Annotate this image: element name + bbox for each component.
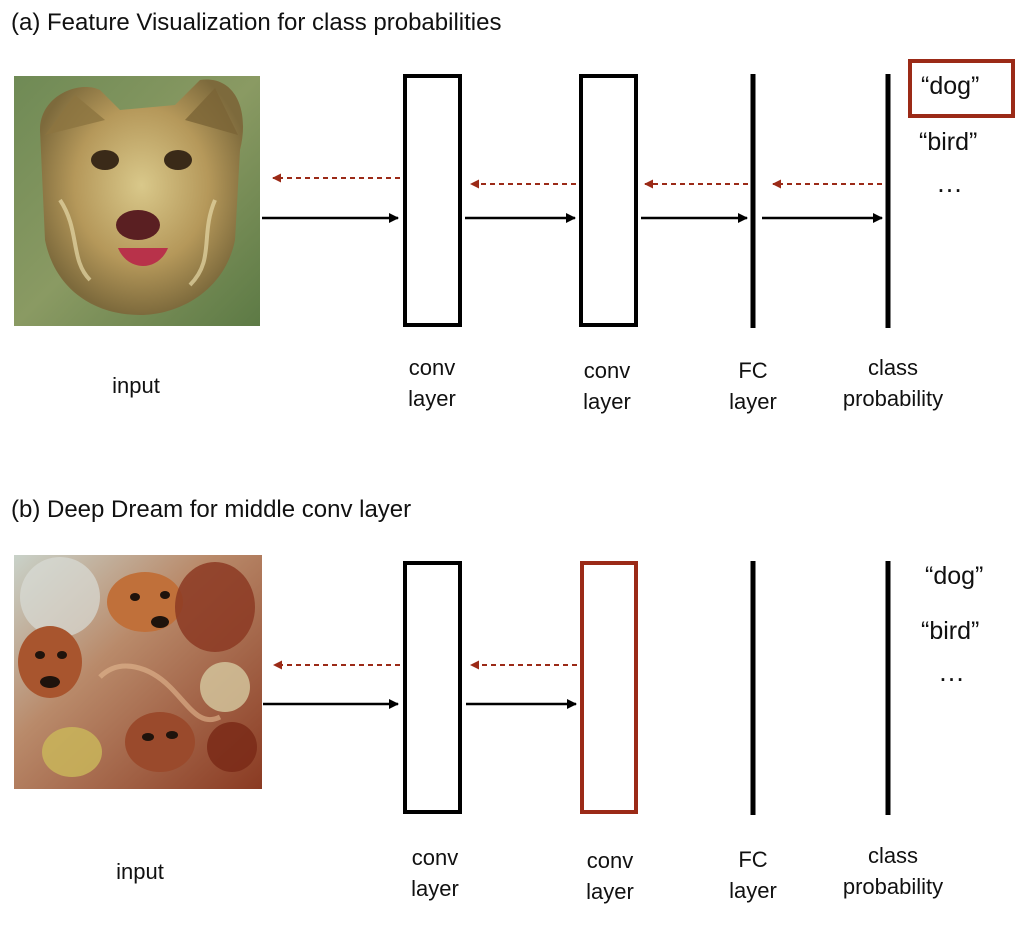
network-diagram [14,59,1015,328]
more-classes-ellipsis: … [938,657,965,687]
input-label: input [116,859,164,884]
panel-feature-visualization: (a) Feature Visualization for class prob… [0,0,1030,460]
class-bird-label: “bird” [921,617,980,645]
fc-layer-label: FC layer [729,358,777,414]
class-bird-label: “bird” [919,128,978,156]
more-classes-ellipsis: … [936,168,963,198]
class-probability-label: class probability [842,355,944,411]
panel-deep-dream: (b) Deep Dream for middle conv layer [0,487,1030,947]
input-image-dog [14,76,260,326]
conv-layer-2-label: conv layer [583,358,631,414]
class-dog-label: “dog” [925,562,984,590]
conv-layer-1-box [403,74,462,327]
conv-layer-1-label: conv layer [411,845,459,901]
input-label: input [112,373,160,398]
conv-layer-1-label: conv layer [408,355,456,411]
conv-layer-2-label: conv layer [586,848,634,904]
input-image-deep-dream [14,555,262,789]
panel-title: (a) Feature Visualization for class prob… [11,9,502,36]
fc-layer-label: FC layer [729,847,777,903]
conv-layer-1-box [403,561,462,814]
conv-layer-2-highlight-box [580,561,638,814]
conv-layer-2-box [579,74,638,327]
panel-title: (b) Deep Dream for middle conv layer [11,496,412,523]
network-diagram [14,555,891,815]
class-probability-label: class probability [842,843,944,899]
class-dog-label: “dog” [921,72,980,100]
class-dog-highlight-box [908,59,1015,118]
